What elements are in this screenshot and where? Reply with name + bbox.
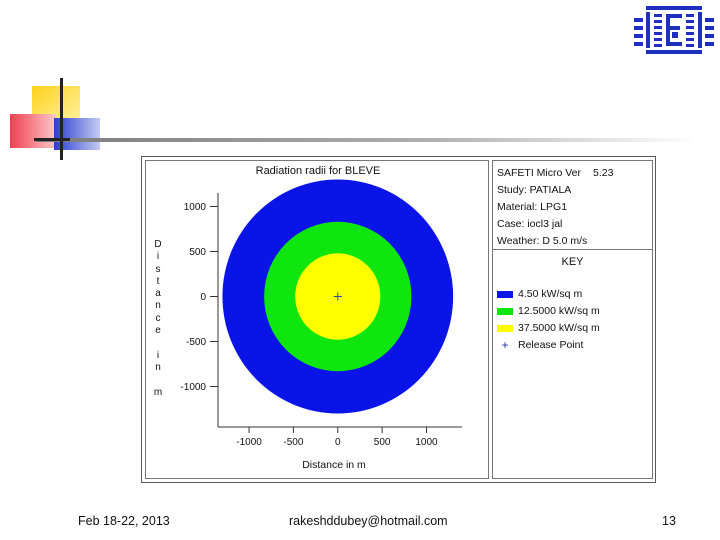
study-info: SAFETI Micro Ver 5.23 Study: PATIALA Mate… (493, 161, 652, 250)
chart-panel: Radiation radii for BLEVE D i s t a n c … (141, 156, 656, 483)
y-tick-label--1000: -1000 (180, 382, 206, 393)
institution-logo-icon (634, 6, 714, 54)
decorative-squares-icon (10, 78, 696, 160)
footer-email: rakeshddubey@hotmail.com (289, 514, 448, 528)
legend-swatch-37-5 (497, 324, 513, 332)
legend-item-4-5: 4.50 kW/sq m (497, 288, 582, 300)
x-tick-label-500: 500 (374, 437, 391, 448)
key-title: KEY (561, 256, 584, 268)
legend-item-release-point: + Release Point (497, 339, 583, 351)
program-name: SAFETI Micro Ver (497, 167, 582, 179)
y-tick-label-500: 500 (189, 247, 206, 258)
y-tick-label-0: 0 (200, 292, 206, 303)
footer-page-number: 13 (662, 514, 676, 528)
material-line: Material: LPG1 (497, 201, 568, 213)
x-tick-label-0: 0 (335, 437, 341, 448)
legend-label-12-5: 12.5000 kW/sq m (518, 305, 600, 317)
plot-area: Radiation radii for BLEVE D i s t a n c … (145, 160, 489, 479)
x-axis-label: Distance in m (302, 459, 366, 471)
legend-item-12-5: 12.5000 kW/sq m (497, 305, 600, 317)
case-line: Case: iocl3 jal (497, 218, 563, 230)
release-point-plus-icon: + (501, 338, 509, 352)
info-area: SAFETI Micro Ver 5.23 Study: PATIALA Mate… (492, 160, 653, 479)
x-tick-label-1000: 1000 (415, 437, 438, 448)
footer-date: Feb 18-22, 2013 (78, 514, 170, 528)
x-tick-label--1000: -1000 (236, 437, 262, 448)
program-line: SAFETI Micro Ver 5.23 (497, 167, 613, 179)
y-tick-label--500: -500 (186, 337, 206, 348)
x-tick-label--500: -500 (283, 437, 303, 448)
y-tick-label-1000: 1000 (184, 202, 207, 213)
legend-swatch-12-5 (497, 307, 513, 315)
chart-title: Radiation radii for BLEVE (255, 165, 381, 177)
legend-item-37-5: 37.5000 kW/sq m (497, 322, 600, 334)
legend-swatch-4-5 (497, 290, 513, 298)
legend-label-release-point: Release Point (518, 339, 584, 351)
legend-label-37-5: 37.5000 kW/sq m (518, 322, 600, 334)
program-version: 5.23 (593, 167, 614, 179)
legend-label-4-5: 4.50 kW/sq m (518, 288, 583, 300)
y-axis-label: D i s t a n c e i n m (153, 239, 163, 398)
weather-line: Weather: D 5.0 m/s (497, 235, 588, 247)
radiation-chart: 1000 500 0 -500 -1000 -1000 -500 0 500 1000 Distan… (180, 179, 462, 471)
study-line: Study: PATIALA (497, 184, 572, 196)
